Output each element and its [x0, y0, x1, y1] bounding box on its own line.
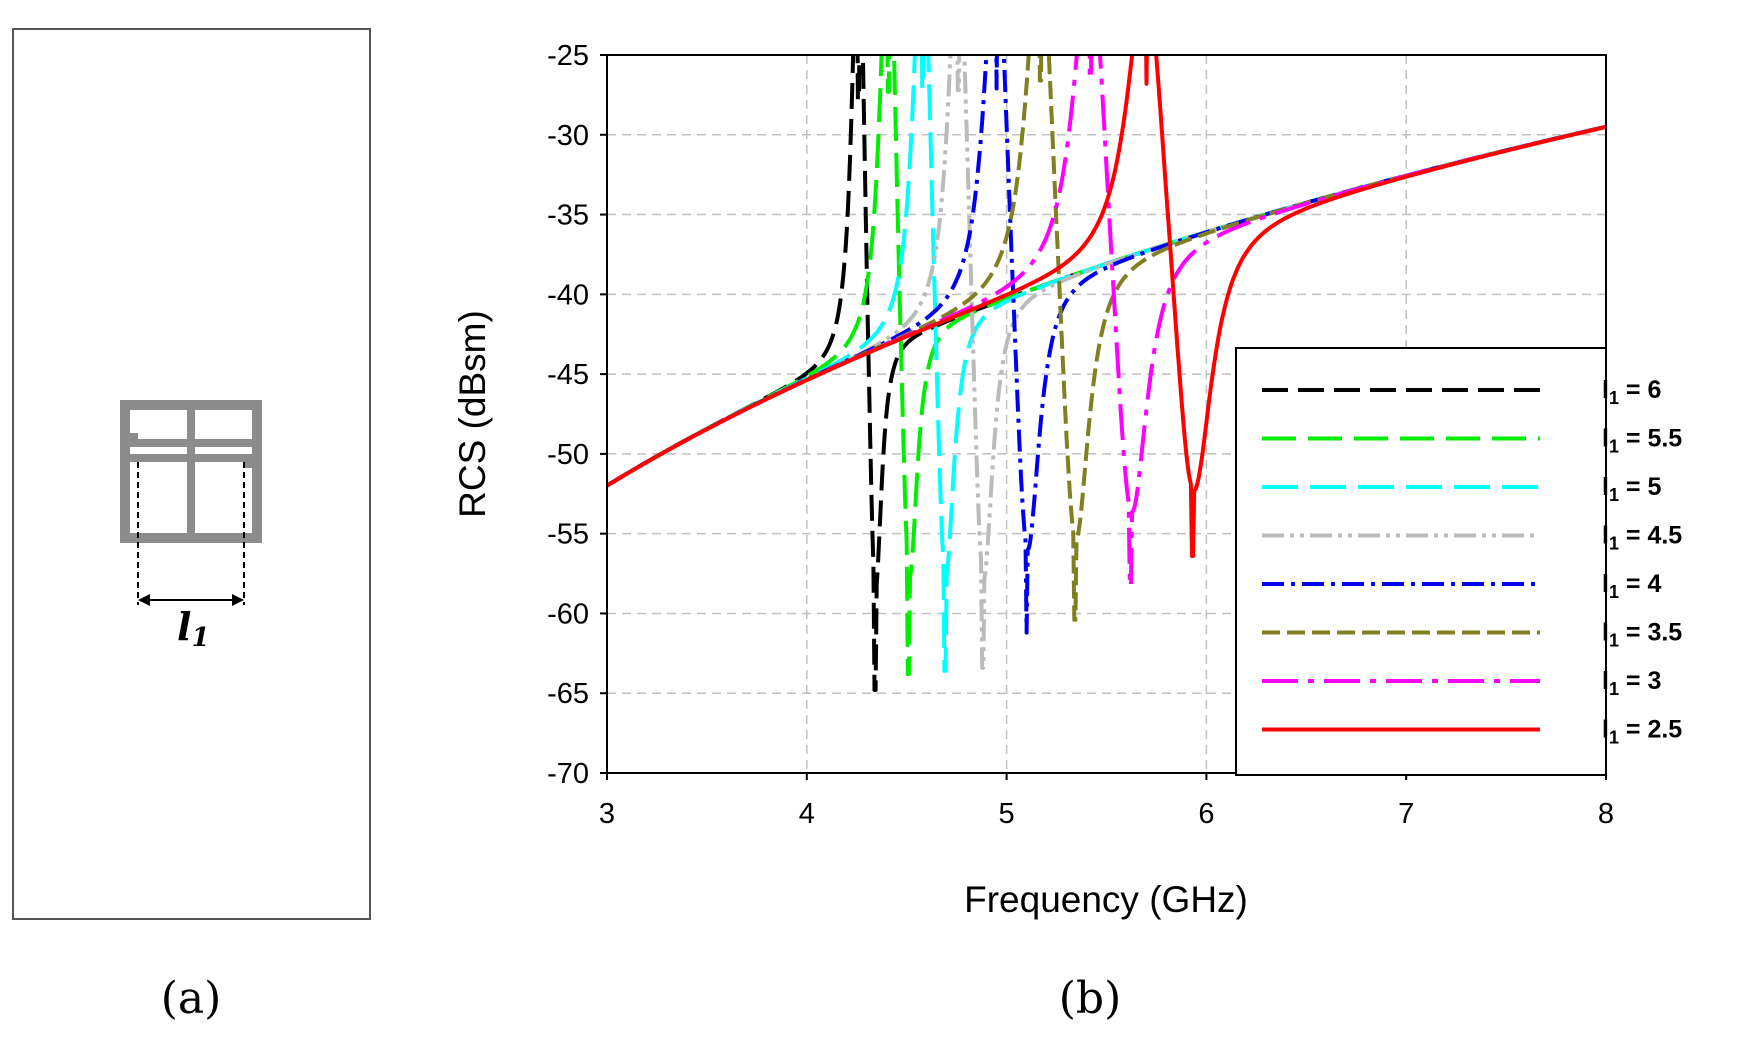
x-tick-label: 3: [599, 798, 615, 830]
dimension-marker: l1: [137, 462, 245, 653]
x-tick-label: 6: [1198, 798, 1214, 830]
series-group: [607, 55, 1606, 692]
legend-label: l1 = 4: [1602, 570, 1661, 602]
schematic-panel: l1: [12, 28, 371, 920]
panel-b-label: (b): [1059, 973, 1122, 1024]
y-axis-label: RCS (dBsm): [452, 310, 493, 518]
resonator-cell: [120, 400, 262, 543]
rcs-chart: 3 4 5 6 7 8 -25 -30 -35 -40 -45 -50 -55 -60 -65 -70 Fre…: [452, 40, 1682, 920]
x-tick-label: 5: [999, 798, 1015, 830]
legend-label: l1 = 3: [1602, 667, 1661, 699]
y-tick-label: -60: [547, 598, 589, 630]
x-tick-label: 4: [799, 798, 815, 830]
series-line: [607, 55, 1606, 558]
dimension-label: l1: [177, 604, 210, 653]
x-axis-label: Frequency (GHz): [964, 879, 1248, 920]
legend-label: l1 = 5.5: [1602, 425, 1682, 457]
legend-label: l1 = 4.5: [1602, 522, 1682, 554]
y-tick-label: -40: [547, 279, 589, 311]
legend: l1 = 6 l1 = 5.5 l1 = 5 l1 = 4.5 l1 = 4 l1 = 3…: [1235, 347, 1682, 776]
x-tick-label: 7: [1398, 798, 1414, 830]
x-tick-label: 8: [1598, 798, 1614, 830]
legend-label: l1 = 5: [1602, 473, 1661, 505]
legend-label: l1 = 6: [1602, 376, 1661, 408]
legend-box: [1235, 347, 1607, 776]
panel-a-label: (a): [161, 973, 222, 1024]
y-tick-label: -70: [547, 758, 589, 790]
y-tick-label: -25: [547, 40, 589, 72]
y-tick-label: -45: [547, 359, 589, 391]
y-tick-label: -30: [547, 120, 589, 152]
legend-label: l1 = 2.5: [1602, 716, 1682, 748]
legend-label: l1 = 3.5: [1602, 619, 1682, 651]
y-tick-label: -50: [547, 439, 589, 471]
y-tick-label: -65: [547, 678, 589, 710]
y-tick-label: -35: [547, 200, 589, 232]
tick-labels: 3 4 5 6 7 8 -25 -30 -35 -40 -45 -50 -55 -60 -65 -70: [547, 40, 1614, 830]
y-tick-label: -55: [547, 519, 589, 551]
